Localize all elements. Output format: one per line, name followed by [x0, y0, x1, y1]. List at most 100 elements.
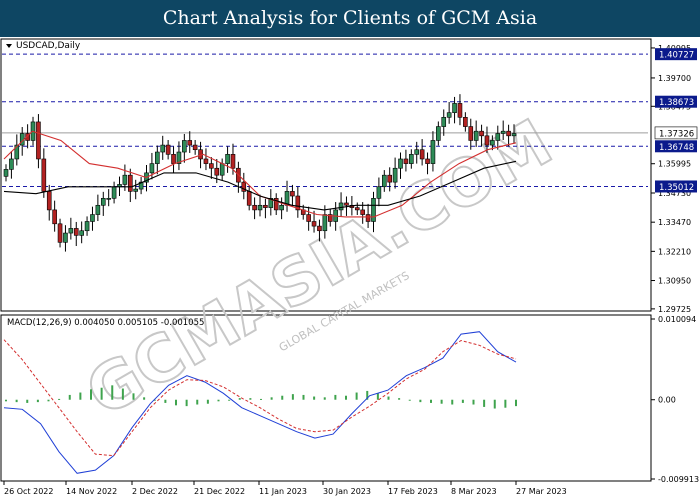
candle-body [484, 135, 490, 146]
candle-body [203, 158, 209, 164]
macd-histogram-bar [334, 394, 337, 400]
macd-histogram-bar [47, 399, 50, 402]
candle-body [252, 204, 257, 211]
time-tick-label: 27 Mar 2023 [516, 487, 567, 496]
candle-body [290, 191, 295, 197]
candle-body [84, 221, 90, 232]
macd-histogram-bar [132, 393, 135, 400]
macd-histogram-bar [238, 398, 241, 400]
dropdown-triangle-icon[interactable] [6, 44, 12, 48]
macd-axis: 0.010094 0.00 -0.009913 [651, 315, 699, 484]
macd-histogram-bar [440, 399, 443, 404]
macd-histogram-bar [281, 395, 284, 400]
price-tick-label: 1.39700 [658, 74, 691, 83]
candle-body [100, 198, 106, 206]
macd-panel-frame [0, 314, 652, 482]
macd-histogram-bar [5, 399, 7, 402]
macd-histogram-bar [483, 399, 486, 407]
candle-body [322, 214, 328, 232]
candle-body [127, 174, 133, 192]
macd-histogram-bar [68, 394, 71, 400]
candle-body [79, 230, 84, 236]
candle-body [403, 158, 409, 164]
time-tick-label: 11 Jan 2023 [259, 487, 307, 496]
time-tick-label: 14 Nov 2022 [66, 487, 117, 496]
macd-histogram-bar [302, 394, 305, 400]
macd-histogram-bar [461, 399, 464, 403]
candle-body [36, 121, 41, 160]
candle-body [182, 140, 187, 153]
candle-body [419, 149, 425, 160]
candle-body [511, 133, 517, 137]
candle-body [241, 181, 247, 192]
price-panel-frame [0, 38, 652, 312]
macd-line [3, 331, 517, 474]
candle-body [155, 151, 160, 164]
price-axis: 1.409951.397001.384751.359951.347301.334… [651, 44, 691, 314]
candle-body [52, 209, 57, 225]
time-tick-label: 17 Feb 2023 [388, 487, 438, 496]
macd-histogram-bar [175, 399, 177, 406]
candle-body [279, 204, 284, 211]
candle-body [327, 214, 333, 222]
candle-body [68, 228, 74, 234]
time-axis: 26 Oct 2022 14 Nov 2022 2 Dec 2022 21 Dec 2… [3, 481, 567, 496]
macd-histogram-bar [111, 385, 114, 400]
price-tick-label: 1.32210 [658, 247, 691, 256]
candle-body [473, 130, 479, 141]
candle-body [306, 214, 311, 222]
macd-histogram-bar [472, 399, 475, 405]
candle-body [133, 188, 139, 192]
macd-histogram-bar [430, 399, 432, 403]
candle-body [311, 221, 317, 227]
macd-histogram-bar [143, 397, 146, 400]
price-tick-label: 1.29725 [658, 305, 691, 314]
macd-indicator [3, 331, 517, 474]
time-tick-label: 30 Jan 2023 [323, 487, 371, 496]
page-title: Chart Analysis for Clients of GCM Asia [0, 0, 700, 37]
level-price-box-2 [655, 140, 697, 153]
candle-body [176, 151, 182, 164]
macd-histogram-bar [366, 390, 369, 400]
level-price-box-3 [655, 180, 697, 193]
macd-histogram-bar [164, 399, 167, 403]
candle-body [90, 214, 95, 222]
candle-body [463, 116, 468, 127]
candle-body [46, 191, 52, 211]
candle-body [338, 202, 344, 211]
macd-label: MACD(12,26,9) 0.004050 0.005105 -0.00105… [7, 318, 204, 328]
signal-line [3, 339, 517, 457]
candle-body [317, 225, 322, 232]
candle-body [57, 223, 63, 243]
candle-body [257, 204, 263, 211]
candle-body [506, 130, 511, 137]
macd-histogram-bar [398, 398, 401, 400]
candle-body [73, 228, 79, 236]
macd-histogram-bar [376, 393, 379, 400]
candle-body [425, 158, 430, 164]
level-price-label-2: 1.36748 [659, 143, 694, 153]
candle-body [3, 169, 9, 177]
macd-histogram-bar [419, 399, 422, 403]
candle-body [365, 214, 371, 222]
macd-histogram-bar [291, 394, 294, 400]
level-price-label-0: 1.40727 [659, 51, 694, 61]
candle-body [106, 198, 111, 200]
price-tick-label: 1.30950 [658, 277, 691, 286]
candle-body [376, 186, 382, 199]
candle-body [436, 126, 441, 141]
candle-body [209, 163, 214, 169]
candle-body [441, 116, 447, 127]
macd-histogram-bar [36, 399, 39, 403]
candle-body [225, 154, 230, 164]
candle-body [25, 133, 30, 141]
candle-body [165, 144, 171, 155]
candle-body [9, 158, 14, 170]
macd-histogram-bar [206, 399, 209, 404]
price-tick-label: 1.35995 [658, 160, 691, 169]
time-tick-label: 21 Dec 2022 [194, 487, 245, 496]
candle-body [490, 140, 495, 146]
price-tick-label: 1.33470 [658, 218, 691, 227]
